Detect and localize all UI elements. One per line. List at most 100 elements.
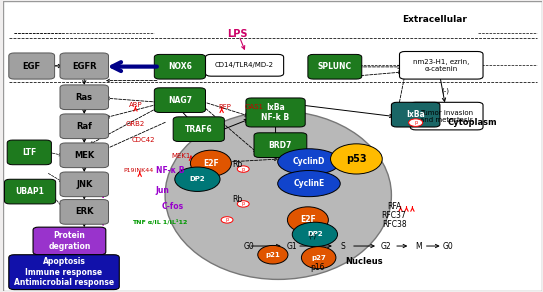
Ellipse shape (277, 171, 340, 197)
Text: Rb: Rb (233, 195, 243, 204)
Text: M: M (415, 241, 422, 251)
Text: NF-κ B: NF-κ B (156, 166, 185, 175)
Text: TRAF6: TRAF6 (185, 125, 212, 134)
FancyBboxPatch shape (400, 51, 483, 79)
Text: DP2: DP2 (307, 231, 323, 237)
Circle shape (237, 201, 249, 207)
Text: BRD7: BRD7 (269, 141, 292, 150)
Text: G1: G1 (286, 241, 297, 251)
Text: nm23-H1, ezrin,
α-catenin: nm23-H1, ezrin, α-catenin (413, 59, 470, 72)
Ellipse shape (191, 150, 231, 176)
FancyBboxPatch shape (60, 199, 109, 224)
Text: EGFR: EGFR (72, 62, 97, 70)
Ellipse shape (331, 144, 382, 174)
FancyBboxPatch shape (154, 54, 205, 79)
Text: RFP: RFP (218, 104, 231, 110)
Ellipse shape (175, 167, 220, 192)
Text: IxBa: IxBa (406, 110, 425, 119)
Text: NAG7: NAG7 (168, 96, 192, 105)
Text: G2: G2 (381, 241, 392, 251)
Text: p16: p16 (310, 263, 324, 272)
Text: p: p (225, 217, 229, 223)
FancyBboxPatch shape (9, 53, 55, 79)
Text: CyclinE: CyclinE (293, 179, 325, 188)
FancyBboxPatch shape (60, 85, 109, 110)
Text: Cytoplasm: Cytoplasm (447, 118, 497, 127)
Text: CDC42: CDC42 (132, 137, 155, 143)
FancyBboxPatch shape (254, 133, 307, 157)
Text: Tumor invasion
and metastasis: Tumor invasion and metastasis (420, 110, 473, 123)
Text: MEK: MEK (74, 151, 94, 160)
FancyBboxPatch shape (9, 255, 119, 290)
Ellipse shape (258, 246, 288, 264)
Ellipse shape (292, 222, 338, 247)
Text: Protein
degration: Protein degration (48, 231, 91, 251)
Text: LTF: LTF (22, 148, 36, 157)
Circle shape (237, 166, 249, 172)
Text: E2F: E2F (300, 215, 316, 224)
FancyBboxPatch shape (33, 227, 106, 255)
Text: p: p (414, 120, 417, 125)
Text: p27: p27 (311, 255, 326, 261)
Text: ERK: ERK (75, 207, 93, 216)
Ellipse shape (277, 149, 340, 175)
FancyBboxPatch shape (3, 1, 542, 291)
FancyBboxPatch shape (392, 102, 440, 127)
Text: GAS1: GAS1 (244, 104, 263, 110)
Text: G0: G0 (243, 241, 254, 251)
Text: UBAP1: UBAP1 (16, 187, 45, 196)
FancyBboxPatch shape (154, 88, 205, 112)
Circle shape (409, 119, 422, 126)
Text: E2F: E2F (203, 159, 219, 168)
FancyBboxPatch shape (246, 98, 305, 127)
FancyBboxPatch shape (308, 54, 362, 79)
Ellipse shape (165, 111, 392, 279)
FancyArrowPatch shape (112, 62, 157, 71)
Text: p: p (242, 166, 245, 172)
FancyBboxPatch shape (173, 117, 224, 142)
FancyBboxPatch shape (60, 143, 109, 168)
Text: Extracellular: Extracellular (402, 15, 467, 24)
Text: RFC37: RFC37 (382, 211, 407, 220)
Text: p: p (242, 201, 245, 206)
FancyBboxPatch shape (4, 179, 56, 204)
FancyBboxPatch shape (411, 102, 483, 130)
FancyBboxPatch shape (7, 140, 52, 165)
Text: DP2: DP2 (190, 176, 205, 182)
Text: GRB2: GRB2 (126, 121, 145, 127)
Ellipse shape (287, 207, 329, 233)
Text: NOX6: NOX6 (168, 62, 192, 71)
FancyBboxPatch shape (60, 114, 109, 139)
Text: S: S (340, 241, 345, 251)
Text: p21: p21 (266, 252, 280, 258)
Text: p53: p53 (346, 154, 367, 164)
Text: SPLUNC: SPLUNC (318, 62, 352, 71)
Text: Ras: Ras (75, 93, 93, 102)
Text: CyclinD: CyclinD (293, 157, 325, 166)
Text: LPS: LPS (228, 29, 248, 39)
Text: Apoptosis
Immune response
Antimicrobial response: Apoptosis Immune response Antimicrobial … (14, 257, 114, 287)
FancyBboxPatch shape (205, 54, 283, 76)
Text: (-): (-) (441, 87, 449, 94)
Text: EGF: EGF (23, 62, 41, 70)
Text: ARP: ARP (129, 102, 142, 108)
Text: C-fos: C-fos (162, 202, 184, 211)
Text: Jun: Jun (155, 186, 169, 195)
Text: TNF α/IL 1/IL¹12: TNF α/IL 1/IL¹12 (132, 219, 187, 224)
Text: RFA: RFA (387, 202, 401, 211)
Circle shape (221, 217, 233, 223)
Text: RFC38: RFC38 (382, 220, 406, 229)
Text: MEK1: MEK1 (172, 153, 191, 159)
Text: (-): (-) (309, 233, 317, 239)
FancyBboxPatch shape (60, 53, 109, 79)
Ellipse shape (301, 247, 336, 269)
Text: Nucleus: Nucleus (346, 258, 383, 267)
Text: Rb: Rb (233, 160, 243, 169)
Text: JNK: JNK (76, 180, 92, 189)
Text: G0: G0 (443, 241, 453, 251)
Text: CD14/TLR4/MD-2: CD14/TLR4/MD-2 (215, 62, 274, 68)
Text: IxBa
NF-k B: IxBa NF-k B (262, 103, 289, 122)
Text: Raf: Raf (77, 122, 92, 131)
FancyBboxPatch shape (60, 172, 109, 197)
Text: P19INK44: P19INK44 (123, 168, 153, 173)
